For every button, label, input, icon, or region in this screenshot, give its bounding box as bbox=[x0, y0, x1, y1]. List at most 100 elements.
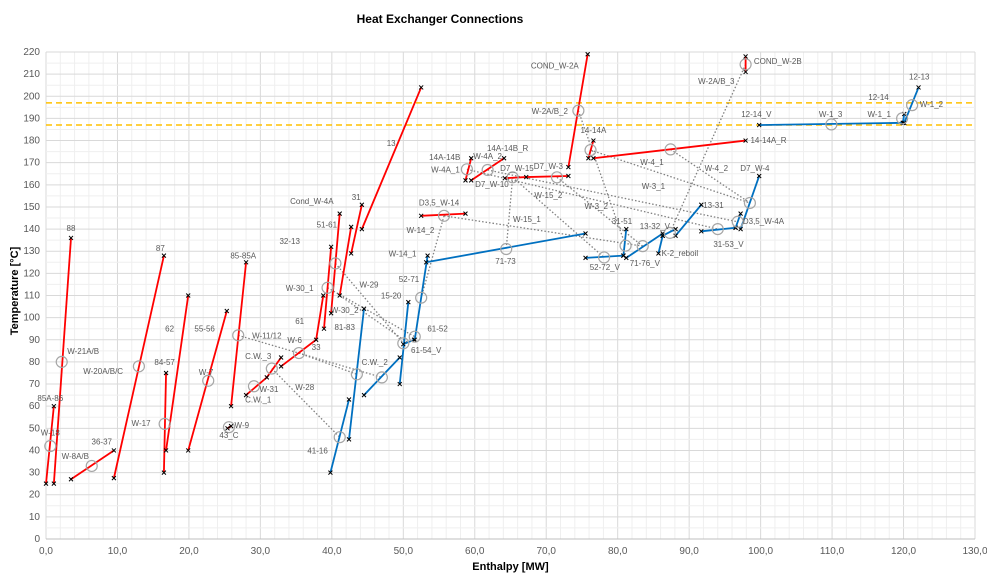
exchanger-marker bbox=[222, 421, 236, 434]
hot-stream-endpoint-marker bbox=[68, 476, 74, 482]
exchanger-marker bbox=[896, 112, 909, 125]
stream-label: W-31 bbox=[259, 385, 279, 394]
hot-stream-endpoint-marker bbox=[43, 481, 49, 487]
hot-stream bbox=[470, 157, 505, 182]
hot-stream-endpoint-marker bbox=[321, 326, 327, 332]
x-tick-label: 110,0 bbox=[820, 546, 845, 557]
hot-stream-endpoint-marker bbox=[348, 251, 354, 256]
y-tick-label: 30 bbox=[29, 468, 41, 479]
hot-stream-endpoint-marker bbox=[463, 178, 468, 183]
hot-stream bbox=[230, 262, 247, 407]
hot-stream-endpoint-marker bbox=[743, 69, 748, 75]
hot-stream bbox=[113, 255, 165, 479]
chart-title: Heat Exchanger Connections bbox=[356, 12, 524, 26]
exchanger-marker bbox=[619, 239, 632, 252]
cold-stream bbox=[739, 175, 761, 230]
stream-label: W-9 bbox=[235, 421, 250, 430]
hot-stream-endpoint-marker bbox=[185, 448, 191, 453]
hot-stream-endpoint-marker bbox=[320, 293, 326, 298]
stream-label: D7_W-4 bbox=[740, 164, 770, 173]
stream-label: 41-16 bbox=[307, 446, 328, 455]
exchanger-marker bbox=[44, 439, 57, 453]
hot-stream bbox=[330, 213, 341, 314]
hot-stream-endpoint-marker bbox=[278, 355, 284, 360]
y-tick-label: 10 bbox=[29, 512, 41, 523]
cold-stream-endpoint-marker bbox=[412, 337, 418, 343]
cold-stream bbox=[348, 308, 365, 440]
hot-stream bbox=[45, 406, 55, 484]
stream-label: 31-51 bbox=[612, 217, 633, 226]
exchanger-connection bbox=[238, 334, 383, 379]
exchanger-marker bbox=[397, 337, 410, 350]
stream-label: W-4A_1 bbox=[431, 165, 460, 174]
exchanger-marker bbox=[481, 163, 494, 177]
cold-stream bbox=[734, 213, 742, 229]
hot-stream-endpoint-marker bbox=[161, 253, 167, 259]
cold-stream bbox=[413, 255, 429, 340]
hot-stream-endpoint-marker bbox=[463, 211, 468, 216]
exchanger-marker bbox=[55, 355, 68, 369]
y-tick-label: 110 bbox=[24, 291, 40, 302]
x-tick-label: 50,0 bbox=[394, 546, 414, 557]
stream-label: 52-71 bbox=[399, 275, 420, 284]
hot-stream-endpoint-marker bbox=[585, 51, 591, 57]
cold-stream-endpoint-marker bbox=[361, 306, 367, 312]
y-tick-label: 180 bbox=[23, 136, 40, 147]
hot-stream bbox=[338, 226, 353, 296]
exchanger-marker bbox=[408, 330, 421, 343]
cold-stream-endpoint-marker bbox=[623, 255, 629, 261]
y-tick-label: 220 bbox=[23, 47, 40, 58]
stream-label: 52-72_V bbox=[590, 263, 621, 272]
exchanger-marker bbox=[265, 362, 278, 375]
cold-stream bbox=[657, 235, 664, 254]
hot-stream-endpoint-marker bbox=[418, 213, 424, 219]
exchanger-marker bbox=[158, 417, 171, 430]
hot-stream-endpoint-marker bbox=[337, 211, 343, 216]
stream-label: W-11/12 bbox=[252, 331, 282, 340]
stream-label: 12-14_V bbox=[741, 110, 772, 119]
exchanger-connection bbox=[577, 110, 627, 246]
stream-label: D3,5_W-4A bbox=[743, 217, 785, 226]
stream-label: 62 bbox=[165, 325, 174, 334]
exchanger-marker bbox=[825, 118, 838, 131]
cold-stream-endpoint-marker bbox=[698, 202, 704, 208]
hot-stream-endpoint-marker bbox=[228, 403, 234, 409]
hot-stream-endpoint-marker bbox=[51, 481, 57, 487]
y-tick-label: 140 bbox=[23, 224, 40, 235]
exchanger-connection bbox=[339, 294, 408, 343]
x-tick-label: 40,0 bbox=[322, 546, 342, 557]
stream-label: W-21A/B bbox=[67, 347, 99, 356]
stream-label: C.W._2 bbox=[362, 358, 389, 367]
hot-stream bbox=[187, 310, 228, 451]
hot-stream bbox=[70, 449, 115, 480]
y-tick-label: 0 bbox=[34, 534, 40, 545]
stream-label: 61 bbox=[295, 317, 304, 326]
hot-stream-endpoint-marker bbox=[586, 155, 591, 161]
exchanger-marker bbox=[321, 281, 334, 294]
y-tick-label: 20 bbox=[29, 490, 41, 501]
exchanger-connection bbox=[512, 176, 605, 258]
stream-label: 71-76_V bbox=[630, 259, 661, 268]
stream-label: W-17 bbox=[132, 419, 152, 428]
hot-stream bbox=[504, 175, 569, 180]
stream-label: 13-32_V bbox=[640, 222, 671, 231]
x-tick-label: 90,0 bbox=[679, 546, 699, 557]
exchanger-connection bbox=[466, 168, 718, 230]
y-tick-label: 50 bbox=[29, 423, 41, 434]
stream-label: 85-85A bbox=[230, 252, 256, 261]
cold-stream bbox=[701, 226, 736, 233]
stream-label: 43_C bbox=[219, 431, 238, 440]
y-tick-label: 200 bbox=[23, 91, 40, 102]
cold-stream-endpoint-marker bbox=[346, 397, 352, 402]
hot-stream-endpoint-marker bbox=[163, 448, 169, 453]
hot-stream-endpoint-marker bbox=[243, 259, 249, 265]
stream-label: C.W._1 bbox=[245, 396, 272, 405]
hot-stream-endpoint-marker bbox=[348, 224, 354, 230]
cold-stream bbox=[674, 204, 702, 237]
stream-label: 13-31 bbox=[703, 201, 724, 210]
cold-stream-endpoint-marker bbox=[400, 341, 406, 347]
stream-label: W-29 bbox=[360, 280, 380, 289]
cold-stream-endpoint-marker bbox=[583, 231, 588, 236]
exchanger-connection bbox=[669, 64, 747, 234]
hot-stream-endpoint-marker bbox=[228, 423, 234, 429]
